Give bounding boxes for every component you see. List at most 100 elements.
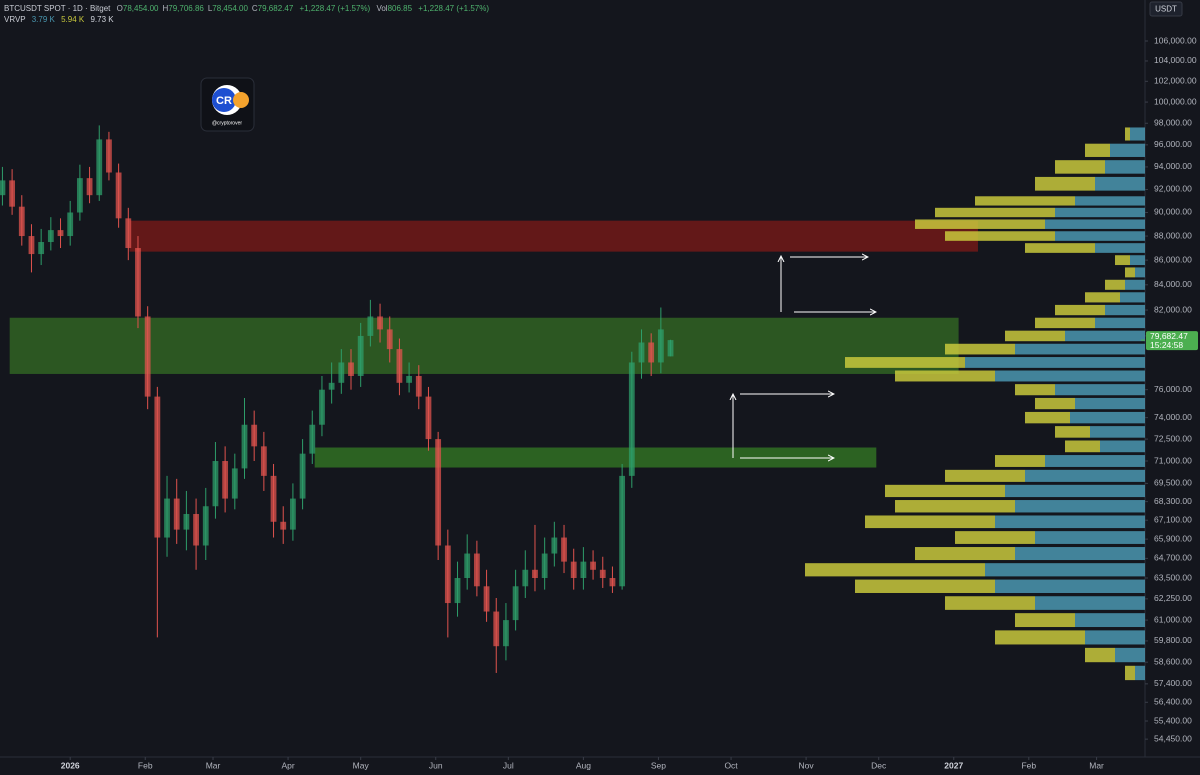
y-tick-label: 55,400.00: [1154, 715, 1192, 725]
candle-body: [47, 230, 54, 243]
y-tick-label: 72,500.00: [1154, 433, 1192, 443]
candle-body: [473, 553, 480, 587]
x-tick-label: 2027: [944, 760, 963, 770]
candle-body: [106, 139, 112, 173]
candle-body: [667, 340, 674, 357]
logo-circle: [212, 88, 236, 112]
profile-up: [1015, 547, 1145, 561]
x-tick-label: May: [353, 760, 370, 770]
candle-body: [415, 375, 422, 397]
profile-down: [945, 343, 1015, 355]
ohlc-key: L: [207, 4, 213, 13]
profile-down: [865, 515, 995, 529]
candle-body: [9, 180, 16, 207]
ohlc-value: 79,682.47: [257, 4, 294, 13]
candle-body: [144, 316, 151, 397]
profile-down: [945, 469, 1025, 482]
candle-body: [396, 349, 403, 383]
profile-down: [1035, 317, 1095, 329]
profile-up: [1015, 500, 1145, 513]
x-tick-label: Mar: [1089, 760, 1104, 770]
y-tick-label: 84,000.00: [1154, 279, 1192, 289]
candle-body: [377, 316, 383, 330]
ohlc-value: 78,454.00: [122, 4, 159, 13]
x-tick-label: Feb: [1021, 760, 1036, 770]
candle-body: [154, 396, 161, 538]
y-tick-label: 54,450.00: [1154, 733, 1192, 743]
profile-up: [1100, 440, 1145, 453]
candle-body: [348, 362, 354, 376]
profile-down: [915, 219, 1045, 229]
y-tick-label: 94,000.00: [1154, 161, 1192, 171]
profile-down: [935, 207, 1055, 218]
candle-body: [18, 206, 25, 237]
profile-up: [1045, 219, 1145, 229]
profile-down: [995, 630, 1085, 645]
y-tick-label: 56,400.00: [1154, 697, 1192, 707]
profile-down: [1035, 397, 1075, 410]
profile-down: [1055, 426, 1090, 438]
currency-box: [1149, 1, 1183, 17]
candle-body: [212, 461, 219, 507]
watermark: CR @cryptorover: [200, 77, 255, 132]
y-tick-label: 67,100.00: [1154, 514, 1192, 524]
candle-body: [512, 586, 519, 621]
candle-body: [328, 382, 335, 390]
profile-down: [1085, 143, 1110, 157]
profile-down: [1005, 330, 1065, 342]
y-tick-label: 86,000.00: [1154, 254, 1192, 264]
profile-down: [1085, 647, 1115, 663]
candle-body: [125, 218, 132, 249]
profile-up: [1115, 647, 1145, 663]
profile-up: [1055, 231, 1145, 241]
price-axis-area: [1145, 0, 1200, 775]
candle-body: [599, 569, 606, 579]
y-tick-label: 57,400.00: [1154, 678, 1192, 688]
profile-down: [1115, 255, 1130, 266]
vol-key: Vol: [376, 4, 388, 13]
candle-body: [173, 498, 180, 530]
profile-up: [1105, 160, 1145, 174]
candle-body: [386, 329, 393, 350]
profile-down: [855, 579, 995, 593]
candle-body: [319, 389, 325, 425]
profile-up: [1085, 630, 1145, 645]
profile-down: [1055, 304, 1105, 316]
countdown: 15:24:58: [1150, 340, 1183, 350]
candle-body: [86, 178, 93, 196]
candle-body: [590, 561, 596, 570]
ohlc: O78,454.00 H79,706.86 L78,454.00 C79,682.47: [113, 4, 294, 13]
y-tick-label: 64,700.00: [1154, 553, 1192, 563]
candle-body: [522, 569, 529, 587]
profile-up: [1045, 455, 1145, 467]
y-tick-label: 104,000.00: [1154, 55, 1197, 65]
legend-row: VRVP 3.79 K 5.94 K 9.73 K: [4, 14, 489, 25]
candle-body: [493, 611, 500, 647]
profile-down: [1125, 127, 1130, 141]
candle-body: [454, 578, 461, 604]
x-tick-label: Jun: [429, 760, 443, 770]
y-tick-label: 68,300.00: [1154, 496, 1192, 506]
candle-body: [503, 620, 509, 647]
candle-body: [0, 180, 6, 196]
zone: [129, 220, 978, 252]
profile-up: [1090, 426, 1145, 438]
profile-up: [1135, 665, 1145, 681]
candle-body: [135, 248, 141, 317]
candle-body: [609, 578, 616, 587]
x-tick-label: 2026: [61, 760, 80, 770]
candle-body: [483, 586, 490, 612]
y-tick-label: 59,800.00: [1154, 635, 1192, 645]
profile-down: [1065, 440, 1100, 453]
y-tick-label: 102,000.00: [1154, 76, 1197, 86]
candle-body: [57, 230, 64, 237]
candle-body: [638, 342, 645, 363]
profile-up: [965, 357, 1145, 368]
indicator-value: 5.94 K: [61, 15, 85, 24]
profile-down: [895, 500, 1015, 513]
profile-down: [1025, 243, 1095, 253]
profile-up: [995, 579, 1145, 593]
annotation-arrows: [733, 256, 876, 458]
